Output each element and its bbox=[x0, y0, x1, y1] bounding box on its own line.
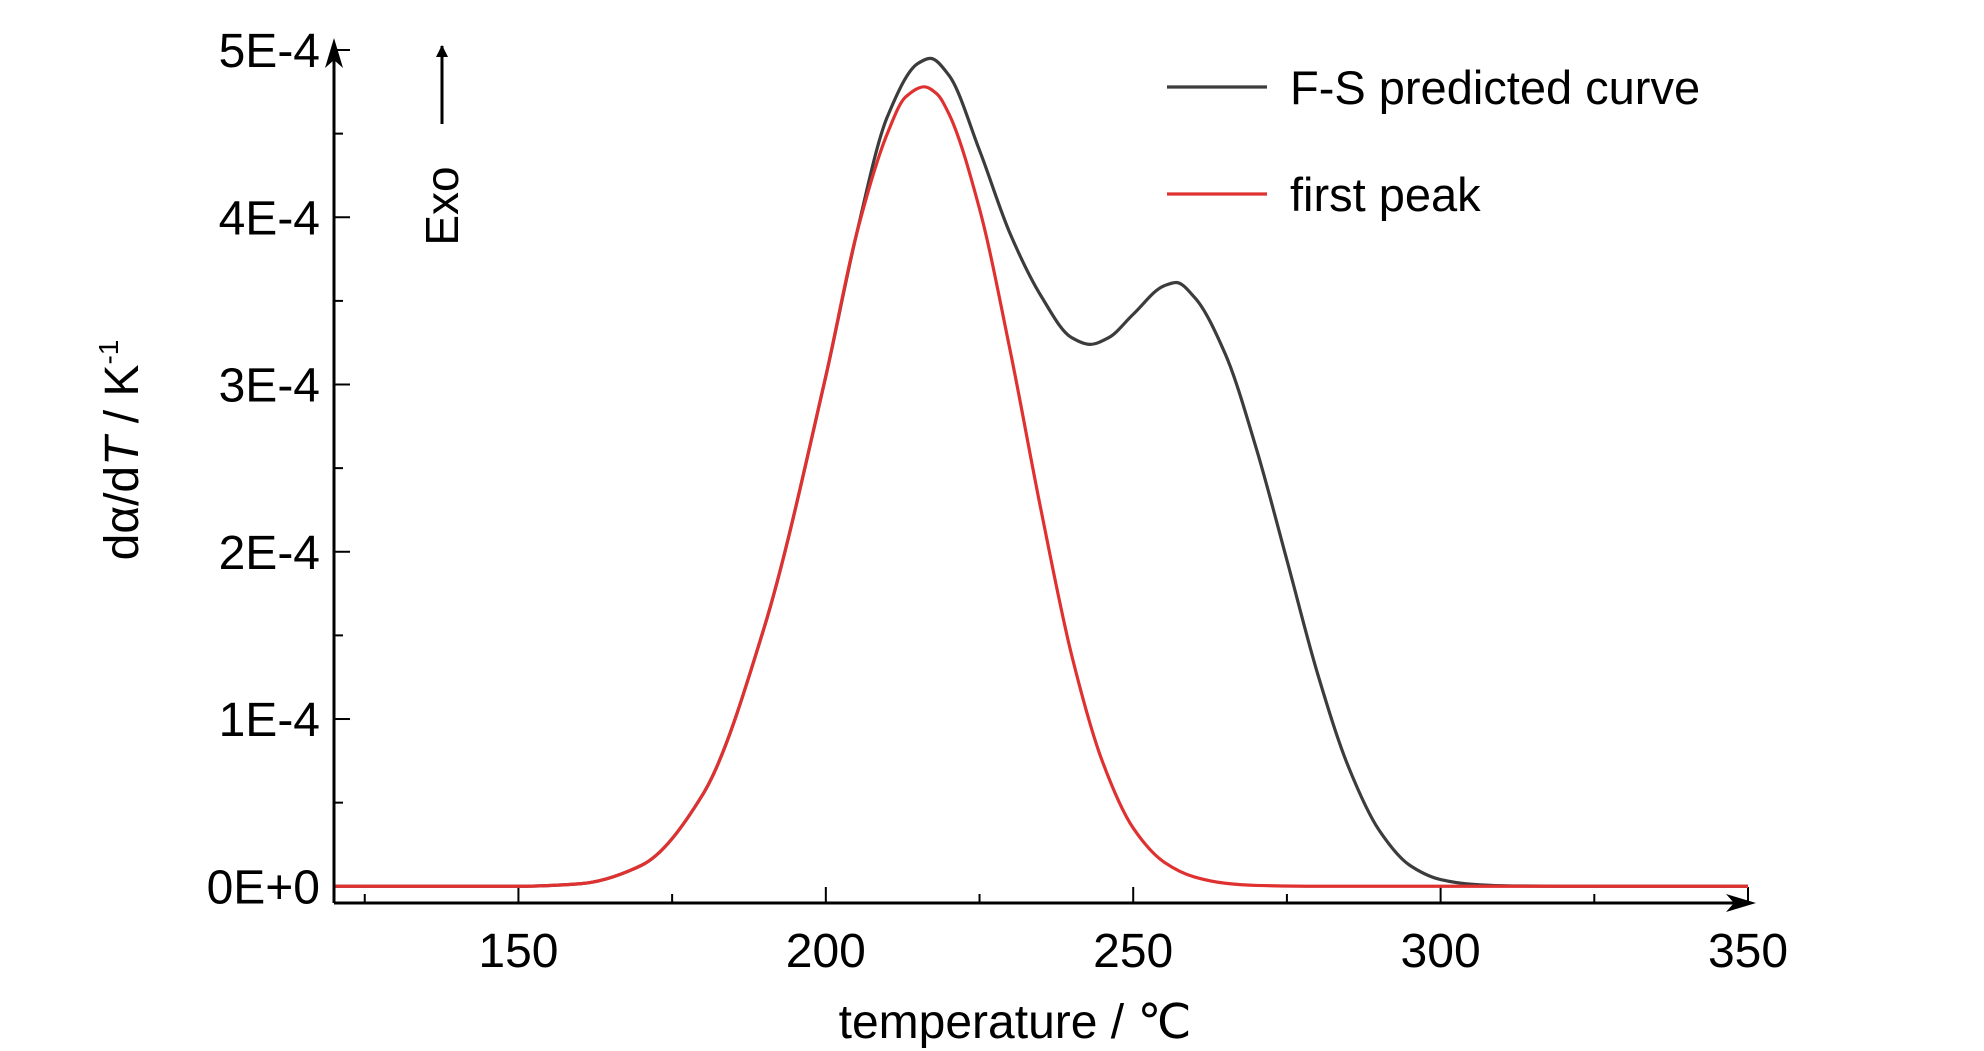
x-tick-label: 150 bbox=[478, 925, 558, 978]
y-axis-title-exponent: -1 bbox=[93, 340, 124, 365]
x-axis-title: temperature / ℃ bbox=[839, 996, 1192, 1049]
y-tick-labels: 0E+0 1E-4 2E-4 3E-4 4E-4 5E-4 bbox=[207, 25, 320, 914]
legend-label: first peak bbox=[1290, 168, 1481, 221]
y-axis-title-unit: / K bbox=[96, 365, 149, 437]
x-tick-labels: 150 200 250 300 350 bbox=[478, 925, 1788, 978]
y-axis-title: dα/dT / K-1 bbox=[93, 340, 149, 561]
series-layer bbox=[333, 56, 1748, 888]
x-tick-label: 350 bbox=[1708, 925, 1788, 978]
x-tick-label: 300 bbox=[1401, 925, 1481, 978]
exo-annotation: Exo bbox=[416, 45, 468, 246]
legend: F-S predicted curve first peak bbox=[1167, 61, 1700, 221]
y-tick-label: 2E-4 bbox=[219, 527, 320, 580]
series-line-fs-predicted-curve bbox=[333, 56, 1748, 888]
y-axis-arrow-icon bbox=[325, 38, 343, 68]
y-tick-label: 0E+0 bbox=[207, 861, 320, 914]
y-tick-label: 3E-4 bbox=[219, 360, 320, 413]
series-line-first-peak bbox=[333, 85, 1748, 888]
y-axis-title-part: dα/d bbox=[96, 466, 149, 560]
y-axis-title-variable: T bbox=[96, 433, 149, 466]
y-tick-label: 1E-4 bbox=[219, 694, 320, 747]
exo-label: Exo bbox=[416, 166, 468, 245]
y-tick-label: 5E-4 bbox=[219, 25, 320, 78]
x-tick-label: 200 bbox=[786, 925, 866, 978]
axes bbox=[325, 38, 1756, 912]
y-tick-label: 4E-4 bbox=[219, 192, 320, 245]
x-tick-label: 250 bbox=[1093, 925, 1173, 978]
legend-label: F-S predicted curve bbox=[1290, 61, 1700, 114]
axis-ticks bbox=[334, 49, 1749, 903]
x-axis-arrow-icon bbox=[1726, 894, 1756, 912]
